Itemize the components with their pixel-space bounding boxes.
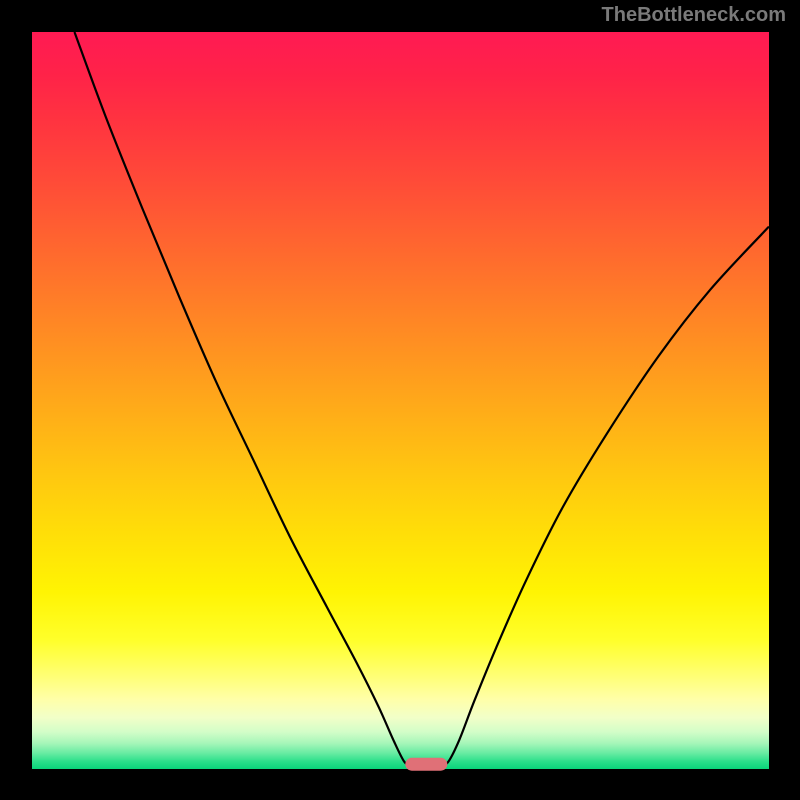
- watermark-text: TheBottleneck.com: [602, 4, 786, 27]
- optimal-marker: [405, 758, 447, 771]
- plot-background: [32, 32, 769, 769]
- chart-container: TheBottleneck.com: [0, 0, 800, 800]
- bottleneck-chart: [0, 0, 800, 800]
